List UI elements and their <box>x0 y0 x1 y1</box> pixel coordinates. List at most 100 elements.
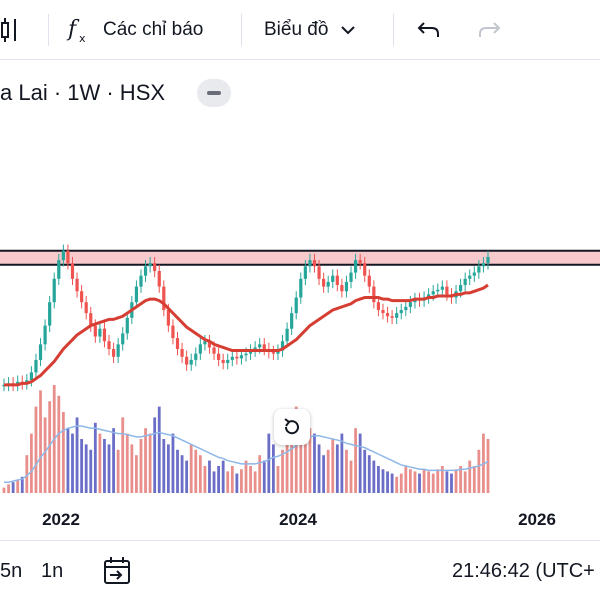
candle-body <box>340 285 344 292</box>
candle-body <box>331 275 335 282</box>
candle-body <box>38 344 43 360</box>
volume-bar <box>331 439 335 493</box>
x-tick-label: 2024 <box>279 510 317 529</box>
range-5n-label: 5n <box>0 559 23 582</box>
candle-body <box>29 372 33 381</box>
range-1n-button[interactable]: 1n <box>41 541 63 601</box>
undo-button[interactable] <box>416 0 442 60</box>
candles <box>2 244 490 392</box>
redo-button[interactable] <box>476 0 502 60</box>
volume-bar <box>281 449 284 493</box>
candle-body <box>459 285 463 292</box>
candle-body <box>395 313 399 318</box>
volume-bar <box>445 471 449 493</box>
volume-bar <box>285 433 289 493</box>
volume-bar <box>303 412 307 493</box>
candle-body <box>239 355 244 359</box>
candle-body <box>322 278 326 287</box>
volume-bar <box>313 433 316 493</box>
candle-body <box>312 260 317 267</box>
candle-body <box>431 291 435 295</box>
volume-bar <box>390 473 394 493</box>
undo-icon <box>417 22 439 37</box>
volume-bar <box>230 466 234 493</box>
svg-text:x: x <box>79 32 86 45</box>
volume-bar <box>450 473 453 493</box>
candle-body <box>98 328 102 337</box>
volume-bar <box>208 460 211 493</box>
candle-body <box>262 344 266 349</box>
candle-body <box>258 344 262 348</box>
range-1n-label: 1n <box>41 559 64 582</box>
candle-body <box>235 356 239 359</box>
volume-bar <box>349 460 353 493</box>
candle-body <box>80 291 84 303</box>
volume-ma <box>4 425 489 483</box>
candle-body <box>399 310 403 314</box>
volume-bar <box>326 449 330 493</box>
candle-body <box>221 359 225 364</box>
candle-body <box>226 359 230 364</box>
candle-body <box>376 302 381 310</box>
volume-bar <box>395 476 399 493</box>
goto-date-button[interactable] <box>102 541 134 601</box>
chart-type-dropdown[interactable]: Biểu đồ <box>264 0 358 60</box>
collapse-legend-button[interactable] <box>197 79 231 107</box>
zone-fill <box>0 250 600 265</box>
volume-bars <box>2 385 490 493</box>
volume-bar <box>144 428 147 493</box>
volume-bar <box>377 466 380 493</box>
ma-line <box>4 283 489 387</box>
candle-body <box>162 286 166 310</box>
candle-body <box>244 353 248 356</box>
range-5n-button[interactable]: 5n <box>0 541 22 601</box>
candles-icon <box>1 18 16 42</box>
candle-body <box>299 278 303 298</box>
volume-bar <box>386 471 389 493</box>
timezone-clock[interactable]: 21:46:42 (UTC+ <box>452 541 595 601</box>
x-axis-ticks: 2022 2024 2026 <box>42 510 556 529</box>
volume-bar <box>322 455 326 493</box>
volume-bar <box>139 439 143 493</box>
volume-bar <box>276 466 280 493</box>
x-tick-label: 2026 <box>518 510 556 529</box>
candle-body <box>472 272 476 276</box>
volume-bar <box>194 449 198 493</box>
volume-bar <box>354 428 357 493</box>
indicators-button[interactable]: f x Các chỉ báo <box>66 0 203 60</box>
volume-bar <box>71 433 74 493</box>
x-tick-label: 2022 <box>42 510 80 529</box>
volume-bar <box>107 444 111 493</box>
volume-bar <box>7 484 10 493</box>
candle-body <box>57 260 61 279</box>
volume-bar <box>308 428 312 493</box>
candle-body <box>248 350 253 354</box>
candle-body <box>212 347 216 354</box>
candle-body <box>93 325 97 337</box>
volume-bar <box>84 444 88 493</box>
volume-bar <box>271 444 275 493</box>
price-chart[interactable]: 2022 2024 2026 <box>0 0 600 540</box>
candle-body <box>358 260 362 264</box>
volume-bar <box>249 466 252 493</box>
candle-body <box>390 316 394 318</box>
volume-bar <box>212 471 216 493</box>
volume-bar <box>404 466 408 493</box>
candle-body <box>139 275 143 287</box>
candle-body <box>102 328 107 342</box>
candle-body <box>280 341 285 351</box>
candle-type-button[interactable] <box>0 0 22 60</box>
volume-bar <box>381 469 385 493</box>
volume-bar <box>39 390 42 493</box>
volume-bar <box>299 417 303 493</box>
symbol-legend[interactable]: a Lai · 1W · HSX <box>0 72 165 114</box>
candle-body <box>253 347 257 351</box>
candle-body <box>404 306 408 310</box>
reset-chart-button[interactable] <box>274 409 310 445</box>
candle-body <box>436 289 440 292</box>
candle-body <box>326 281 330 287</box>
volume-bar <box>125 433 129 493</box>
candle-body <box>381 310 385 314</box>
volume-bar <box>20 476 24 493</box>
candle-body <box>198 344 202 354</box>
